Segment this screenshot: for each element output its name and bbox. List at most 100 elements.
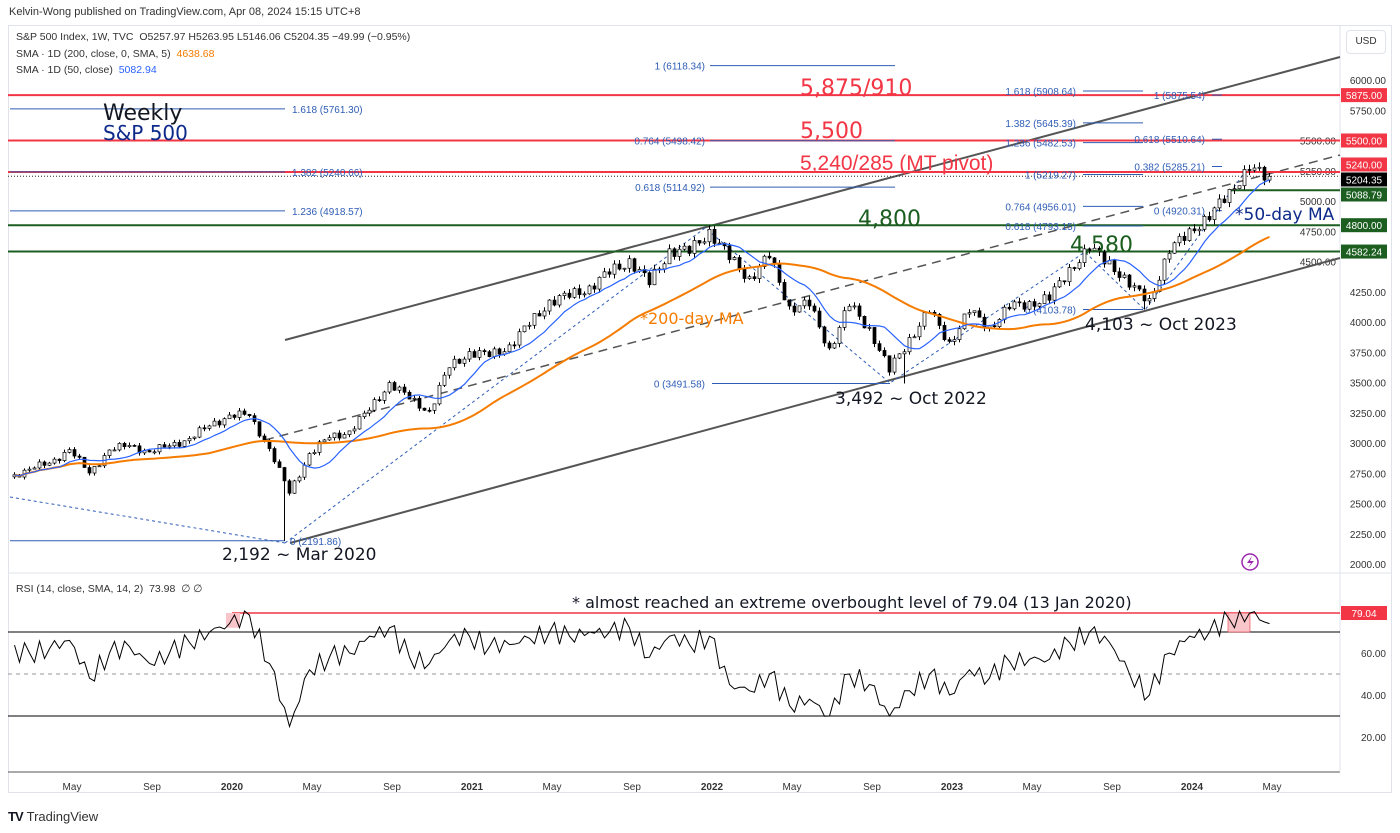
candle [897,353,902,360]
time-tick-label: May [1023,782,1042,793]
price-tick-label: 6000.00 [1350,76,1387,87]
candle [157,444,162,455]
tradingview-logo[interactable]: TV TradingView [8,809,98,824]
candle-body [802,299,807,307]
candle-body [1042,294,1047,304]
candle-body [1202,216,1207,230]
candle [692,236,697,259]
candle-body [1097,247,1102,253]
candle-body [347,430,352,435]
candle-body [217,420,222,426]
price-tick-label: 3000.00 [1350,439,1387,450]
candle-body [1037,303,1042,307]
candle-body [512,344,517,347]
candle [342,432,347,439]
candle-body [1067,267,1072,283]
candle-body [162,444,167,448]
candle-body [872,327,877,344]
time-tick-label: 2022 [701,782,724,793]
candle-body [597,276,602,290]
currency-button[interactable]: USD [1346,30,1386,54]
sma200-label: SMA · 1D (200, close, 0, SMA, 5) [16,48,171,60]
candle [467,347,472,363]
candle-body [127,445,132,447]
candle-body [617,263,622,270]
candle-body [1237,185,1242,190]
symbol-legend[interactable]: S&P 500 Index, 1W, TVC O5257.97 H5263.95… [16,31,410,43]
annotation-ma200: *200-day MA [640,309,744,328]
candle [627,255,632,273]
sma50-legend[interactable]: SMA · 1D (50, close) 5082.94 [16,64,157,76]
candle-body [687,245,692,254]
candle [142,448,147,455]
candle [912,334,917,339]
candle-body [1122,274,1127,278]
time-tick-label: May [1263,782,1282,793]
candle-body [577,288,582,295]
fib-level-label: 1.236 (5482.53) [1005,139,1076,150]
candle [1222,195,1227,204]
candle [532,313,537,329]
candle-body [792,305,797,313]
candle-body [487,351,492,357]
candle-body [797,305,802,313]
candle [1042,290,1047,304]
candle-body [457,358,462,364]
candle [287,479,292,496]
rsi-line [14,609,1270,729]
candle [802,296,807,309]
candle [697,240,702,246]
rsi-legend[interactable]: RSI (14, close, SMA, 14, 2) 73.98 ∅ ∅ [16,583,202,595]
candle-body [562,292,567,296]
candle [497,347,502,358]
candle [347,430,352,438]
candle-body [557,295,562,306]
time-tick-label: Sep [383,782,401,793]
candle [447,367,452,379]
candle-body [882,350,887,357]
candle-body [447,367,452,376]
candle-body [1247,169,1252,171]
fib-level-label: 0 (4103.78) [1025,305,1076,316]
candle [1112,258,1117,275]
candle-body [747,276,752,279]
candle [107,449,112,459]
candle [1237,185,1242,190]
candle-body [367,409,372,414]
candle [272,446,277,464]
candle-body [707,228,712,243]
annotation-weekly: Weekly [103,101,182,126]
annotation-s2: 4,580 [1070,233,1133,258]
candle [482,348,487,356]
candle-body [757,266,762,279]
time-tick-label: 2021 [461,782,484,793]
candle [37,459,42,471]
candle [622,267,627,272]
candle-body [867,327,872,329]
time-tick-label: Sep [1103,782,1121,793]
candle [667,244,672,265]
candle [402,383,407,395]
candle-body [912,336,917,339]
price-badge: 4800.00 [1341,218,1387,233]
candle-body [62,452,67,461]
candle-body [1112,260,1117,273]
price-tick-label: 2250.00 [1350,530,1387,541]
candle [812,303,817,313]
candle [702,237,707,245]
candle-body [1022,302,1027,310]
candle-body [342,434,347,439]
candle [1132,282,1137,292]
candle-body [862,316,867,329]
candle-body [477,350,482,358]
candle-body [1257,166,1262,169]
candle-body [1187,228,1192,241]
candle-body [517,331,522,346]
price-badge: 4582.24 [1341,244,1387,259]
candle [712,225,717,247]
candle-body [57,458,62,461]
candle [842,306,847,331]
candle-body [582,293,587,296]
sma200-legend[interactable]: SMA · 1D (200, close, 0, SMA, 5) 4638.68 [16,48,214,60]
